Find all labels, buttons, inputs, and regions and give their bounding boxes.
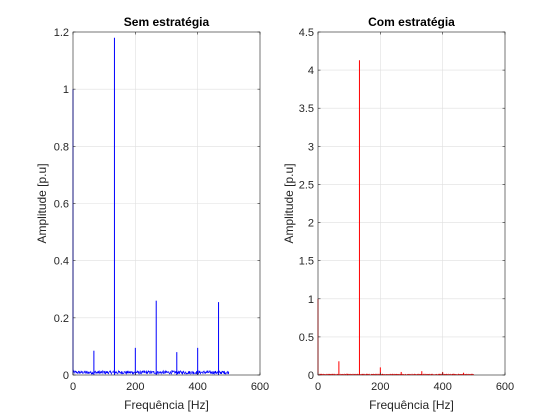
y-tick-label: 4.5 [299, 27, 314, 39]
x-tick-label: 0 [315, 381, 321, 393]
x-tick-label: 400 [433, 381, 451, 393]
y-tick-label: 2 [308, 218, 314, 230]
y-tick-label: 0.6 [54, 199, 69, 211]
y-tick-label: 0.2 [54, 313, 69, 325]
x-tick-label: 600 [496, 381, 514, 393]
ticks: 0 200 400 600 0 0.5 1 1.5 2 2.5 3 3.5 4 4.5 [299, 27, 514, 393]
x-axis-label: Frequência [Hz] [369, 398, 454, 412]
ticks: 0 200 400 600 0 0.2 0.4 0.6 0.8 1 1.2 [54, 27, 269, 393]
x-tick-label: 400 [188, 381, 206, 393]
y-tick-label: 4 [308, 65, 314, 77]
y-tick-label: 1 [63, 84, 69, 96]
y-tick-label: 1.5 [299, 256, 314, 268]
axes-box [317, 31, 506, 376]
series-noise-floor [72, 369, 230, 376]
y-axis-label: Amplitude [p.u] [35, 163, 49, 243]
y-tick-label: 0 [308, 370, 314, 382]
series-noise-floor [317, 373, 475, 376]
y-tick-label: 3 [308, 141, 314, 153]
x-tick-label: 200 [371, 381, 389, 393]
chart-title: Sem estratégia [124, 15, 210, 29]
y-tick-label: 2.5 [299, 179, 314, 191]
x-tick-label: 600 [251, 381, 269, 393]
chart-com-estrategia: 0 200 400 600 0 0.5 1 1.5 2 2.5 3 3.5 4 4.5 Com estra… [282, 15, 514, 412]
x-tick-label: 200 [126, 381, 144, 393]
y-tick-label: 0.5 [299, 332, 314, 344]
y-tick-label: 1 [308, 294, 314, 306]
chart-title: Com estratégia [368, 15, 455, 29]
x-tick-label: 0 [70, 381, 76, 393]
y-tick-label: 0.8 [54, 141, 69, 153]
y-tick-label: 0.4 [54, 256, 69, 268]
y-tick-label: 0 [63, 370, 69, 382]
y-axis-label: Amplitude [p.u] [282, 163, 296, 243]
chart-sem-estrategia: 0 200 400 600 0 0.2 0.4 0.6 0.8 1 1.2 Sem estratég… [35, 15, 269, 412]
y-tick-label: 3.5 [299, 103, 314, 115]
x-axis-label: Frequência [Hz] [124, 398, 209, 412]
plot-area [318, 32, 505, 375]
y-tick-label: 1.2 [54, 27, 69, 39]
